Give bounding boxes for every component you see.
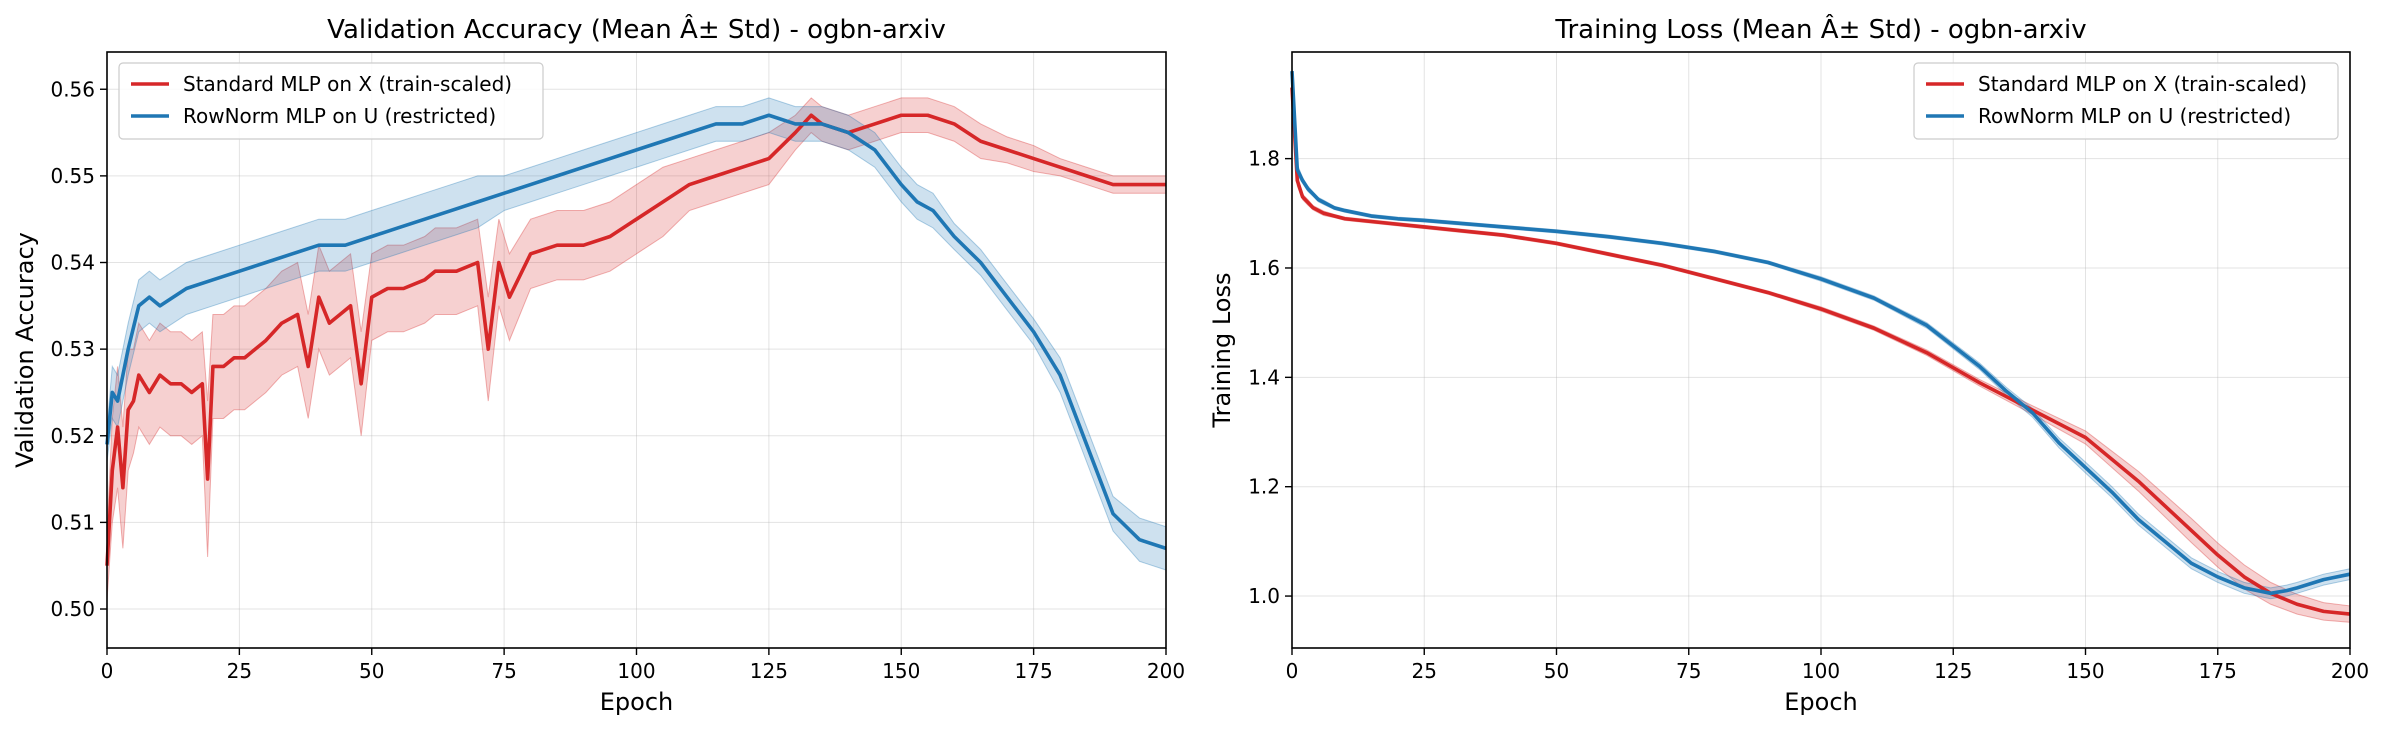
validation-accuracy-chart: 0 25 50 75 100 125 150 175 200 0.50 0.51 0.52 0.53 0.…	[11, 13, 1185, 716]
x-tick-label: 175	[1015, 659, 1053, 683]
y-tick-label: 0.56	[50, 77, 95, 101]
x-tick-label: 125	[1934, 659, 1972, 683]
x-tick-label: 25	[227, 659, 252, 683]
y-tick-label: 0.53	[50, 337, 95, 361]
series-line-1	[105, 113, 1167, 551]
series-line-0	[1290, 87, 2351, 616]
y-tick-label: 0.50	[50, 597, 95, 621]
x-tick-label: 50	[1544, 659, 1569, 683]
x-tick-label: 125	[750, 659, 788, 683]
y-tick-label: 1.2	[1248, 475, 1280, 499]
x-tick-label: 150	[882, 659, 920, 683]
legend: Standard MLP on X (train-scaled) RowNorm …	[1913, 62, 2339, 140]
x-axis-label: Epoch	[600, 688, 674, 716]
y-axis-label: Training Loss	[1208, 273, 1236, 429]
axis-ticks: 0 25 50 75 100 125 150 175 200 0.50 0.51 0.52 0.53 0.…	[50, 77, 1185, 683]
x-tick-label: 50	[359, 659, 384, 683]
x-axis-label: Epoch	[1784, 688, 1858, 716]
x-tick-label: 175	[2199, 659, 2237, 683]
x-tick-label: 75	[491, 659, 516, 683]
axis-ticks: 0 25 50 75 100 125 150 175 200 1.0 1.2 1.4 1.6 1.8	[1248, 147, 2369, 683]
legend-entry: RowNorm MLP on U (restricted)	[183, 104, 496, 128]
y-axis-label: Validation Accuracy	[11, 232, 39, 468]
training-loss-chart: 0 25 50 75 100 125 150 175 200 1.0 1.2 1.4 1.6 1.8 Tr…	[1208, 13, 2369, 716]
legend-box	[118, 62, 544, 140]
x-tick-label: 75	[1676, 659, 1701, 683]
series-line-1	[1290, 71, 2351, 596]
x-tick-label: 100	[1802, 659, 1840, 683]
x-tick-label: 200	[1147, 659, 1185, 683]
series-lines	[105, 113, 1167, 566]
legend-entry: Standard MLP on X (train-scaled)	[183, 72, 512, 96]
series-line-0	[105, 113, 1166, 566]
legend-entry: Standard MLP on X (train-scaled)	[1978, 72, 2307, 96]
x-tick-label: 0	[1286, 659, 1299, 683]
y-tick-label: 1.0	[1248, 584, 1280, 608]
y-tick-label: 1.8	[1248, 147, 1280, 171]
chart-title: Validation Accuracy (Mean Â± Std) - ogbn…	[327, 13, 946, 45]
legend-entry: RowNorm MLP on U (restricted)	[1978, 104, 2291, 128]
series-lines	[1290, 71, 2351, 616]
y-tick-label: 0.54	[50, 251, 95, 275]
legend: Standard MLP on X (train-scaled) RowNorm …	[118, 62, 544, 140]
legend-box	[1913, 62, 2339, 140]
x-tick-label: 0	[101, 659, 114, 683]
y-tick-label: 0.52	[50, 424, 95, 448]
y-tick-label: 1.4	[1248, 365, 1280, 389]
x-tick-label: 150	[2066, 659, 2104, 683]
x-tick-label: 25	[1412, 659, 1437, 683]
y-tick-label: 0.51	[50, 510, 95, 534]
y-tick-label: 0.55	[50, 164, 95, 188]
y-tick-label: 1.6	[1248, 256, 1280, 280]
chart-title: Training Loss (Mean Â± Std) - ogbn-arxiv	[1554, 13, 2086, 45]
x-tick-label: 200	[2331, 659, 2369, 683]
x-tick-label: 100	[617, 659, 655, 683]
